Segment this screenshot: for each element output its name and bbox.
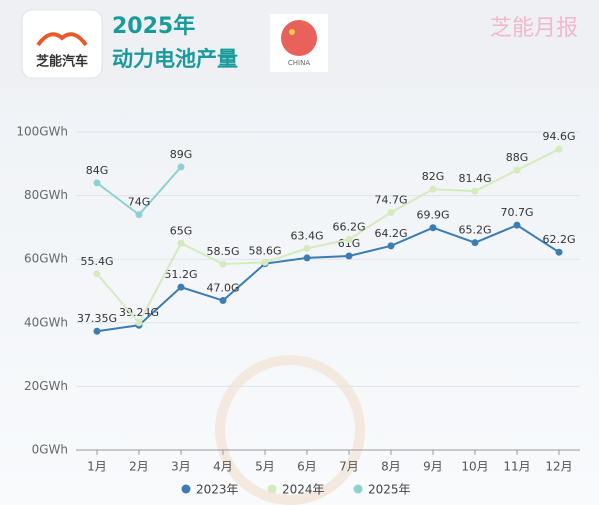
watermark: 芝能月报	[490, 16, 578, 41]
data-label: 84G	[86, 164, 109, 177]
data-label: 65.2G	[458, 224, 491, 237]
data-label: 74G	[128, 196, 151, 209]
data-point	[135, 211, 143, 219]
data-point	[345, 252, 353, 260]
series-line	[96, 148, 560, 325]
x-tick-label: 5月	[255, 460, 275, 474]
data-point	[513, 166, 521, 174]
data-label: 55.4G	[80, 255, 113, 268]
logo-text: 芝能汽车	[36, 54, 88, 70]
data-point	[261, 258, 269, 266]
chart-title: 2025年	[112, 13, 195, 39]
data-point	[345, 235, 353, 243]
x-tick-label: 6月	[297, 460, 317, 474]
x-tick-label: 12月	[545, 460, 572, 474]
y-tick-label: 60GWh	[24, 252, 68, 266]
data-label: 47.0G	[206, 282, 239, 295]
data-point	[555, 145, 563, 153]
y-tick-label: 20GWh	[24, 379, 68, 393]
data-point	[387, 242, 395, 250]
x-tick-label: 9月	[423, 460, 443, 474]
data-label: 94.6G	[542, 130, 575, 143]
data-point	[555, 248, 563, 256]
flag-star	[289, 29, 295, 35]
legend-swatch	[267, 484, 277, 494]
data-label: 58.6G	[248, 245, 281, 258]
data-label: 62.2G	[542, 233, 575, 246]
x-tick-label: 8月	[381, 460, 401, 474]
data-label: 74.7G	[374, 193, 407, 206]
x-tick-label: 1月	[87, 460, 107, 474]
x-tick-label: 3月	[171, 460, 191, 474]
data-point	[93, 327, 101, 335]
x-tick-label: 4月	[213, 460, 233, 474]
data-label: 65G	[170, 224, 193, 237]
bg-watermark	[215, 355, 365, 505]
data-label: 82G	[422, 170, 445, 183]
legend-swatch	[181, 484, 191, 494]
data-point	[177, 283, 185, 291]
data-point	[219, 260, 227, 268]
data-point	[471, 239, 479, 247]
data-point	[93, 270, 101, 278]
data-label: 63.4G	[290, 229, 323, 242]
legend-swatch	[353, 484, 363, 494]
y-tick-label: 40GWh	[24, 315, 68, 329]
data-point	[303, 244, 311, 252]
flag	[281, 20, 317, 56]
data-point	[471, 187, 479, 195]
data-label: 58.5G	[206, 245, 239, 258]
data-point	[387, 208, 395, 216]
y-tick-label: 0GWh	[32, 443, 68, 457]
data-label: 81.4G	[458, 172, 491, 185]
x-tick-label: 10月	[461, 460, 488, 474]
logo-icon	[36, 32, 88, 47]
x-tick-label: 2月	[129, 460, 149, 474]
legend-label: 2024年	[282, 483, 325, 497]
data-label: 64.2G	[374, 227, 407, 240]
x-tick-label: 7月	[339, 460, 359, 474]
data-point	[177, 163, 185, 171]
x-tick-label: 11月	[503, 460, 530, 474]
data-point	[513, 221, 521, 229]
data-point	[135, 319, 143, 327]
data-point	[219, 297, 227, 305]
y-tick-label: 100GWh	[16, 125, 68, 139]
legend-label: 2025年	[368, 483, 411, 497]
legend-label: 2023年	[196, 483, 239, 497]
data-point	[429, 224, 437, 232]
data-label: 66.2G	[332, 220, 365, 233]
data-point	[93, 179, 101, 187]
data-label: 88G	[506, 151, 529, 164]
flag-label: CHINA	[288, 59, 310, 67]
series-line	[96, 224, 560, 333]
data-point	[429, 185, 437, 193]
data-label: 69.9G	[416, 209, 449, 222]
data-point	[303, 254, 311, 262]
data-label: 37.35G	[77, 312, 117, 325]
y-tick-label: 80GWh	[24, 188, 68, 202]
data-label: 51.2G	[164, 268, 197, 281]
data-label: 70.7G	[500, 206, 533, 219]
data-point	[177, 239, 185, 247]
data-label: 39.24G	[119, 306, 159, 319]
data-label: 89G	[170, 148, 193, 161]
logo-box	[21, 9, 103, 79]
chart-subtitle: 动力电池产量	[112, 47, 238, 71]
